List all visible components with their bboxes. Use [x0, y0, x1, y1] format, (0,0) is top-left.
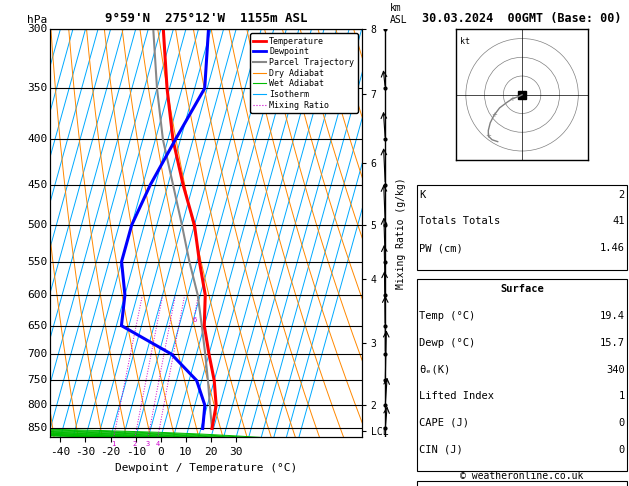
Text: 500: 500	[27, 220, 47, 230]
Text: 0: 0	[618, 445, 625, 455]
Text: Lifted Index: Lifted Index	[420, 391, 494, 401]
Bar	[518, 91, 526, 99]
Text: 1: 1	[111, 441, 116, 447]
Text: hPa: hPa	[27, 15, 47, 25]
Text: 4: 4	[155, 441, 160, 447]
Text: 3: 3	[146, 441, 150, 447]
Text: 800: 800	[27, 400, 47, 410]
Text: Totals Totals: Totals Totals	[420, 216, 501, 226]
Text: 850: 850	[27, 423, 47, 434]
Text: 1.46: 1.46	[599, 243, 625, 253]
Text: K: K	[420, 190, 426, 200]
Text: © weatheronline.co.uk: © weatheronline.co.uk	[460, 471, 584, 481]
Text: Dewp (°C): Dewp (°C)	[420, 338, 476, 348]
Text: 400: 400	[27, 135, 47, 144]
Text: 6: 6	[192, 317, 197, 323]
Text: Mixing Ratio (g/kg): Mixing Ratio (g/kg)	[396, 177, 406, 289]
X-axis label: Dewpoint / Temperature (°C): Dewpoint / Temperature (°C)	[115, 463, 297, 473]
Text: +: +	[486, 133, 491, 139]
Text: θₑ(K): θₑ(K)	[420, 364, 450, 375]
Text: 1: 1	[618, 391, 625, 401]
Text: 15.7: 15.7	[599, 338, 625, 348]
FancyBboxPatch shape	[417, 481, 627, 486]
Text: km
ASL: km ASL	[390, 3, 408, 25]
Text: 750: 750	[27, 376, 47, 385]
Text: 350: 350	[27, 83, 47, 93]
Text: 9°59'N  275°12'W  1155m ASL: 9°59'N 275°12'W 1155m ASL	[105, 12, 307, 25]
Text: Surface: Surface	[500, 284, 544, 295]
Text: 2: 2	[618, 190, 625, 200]
Text: 600: 600	[27, 290, 47, 300]
Text: CAPE (J): CAPE (J)	[420, 418, 469, 428]
Text: kt: kt	[460, 36, 470, 46]
Text: 0: 0	[618, 418, 625, 428]
FancyBboxPatch shape	[417, 279, 627, 471]
Text: 550: 550	[27, 257, 47, 266]
Text: CIN (J): CIN (J)	[420, 445, 463, 455]
Text: PW (cm): PW (cm)	[420, 243, 463, 253]
Text: 650: 650	[27, 321, 47, 330]
Legend: Temperature, Dewpoint, Parcel Trajectory, Dry Adiabat, Wet Adiabat, Isotherm, Mi: Temperature, Dewpoint, Parcel Trajectory…	[250, 34, 357, 113]
Text: 450: 450	[27, 180, 47, 190]
FancyBboxPatch shape	[417, 185, 627, 270]
Text: 340: 340	[606, 364, 625, 375]
Text: 300: 300	[27, 24, 47, 34]
Text: 41: 41	[612, 216, 625, 226]
Text: +: +	[491, 112, 497, 119]
Text: Temp (°C): Temp (°C)	[420, 311, 476, 321]
Text: 2: 2	[133, 441, 137, 447]
Text: 19.4: 19.4	[599, 311, 625, 321]
Text: +: +	[509, 96, 516, 102]
Text: 700: 700	[27, 349, 47, 359]
Text: 30.03.2024  00GMT (Base: 00): 30.03.2024 00GMT (Base: 00)	[422, 12, 622, 25]
